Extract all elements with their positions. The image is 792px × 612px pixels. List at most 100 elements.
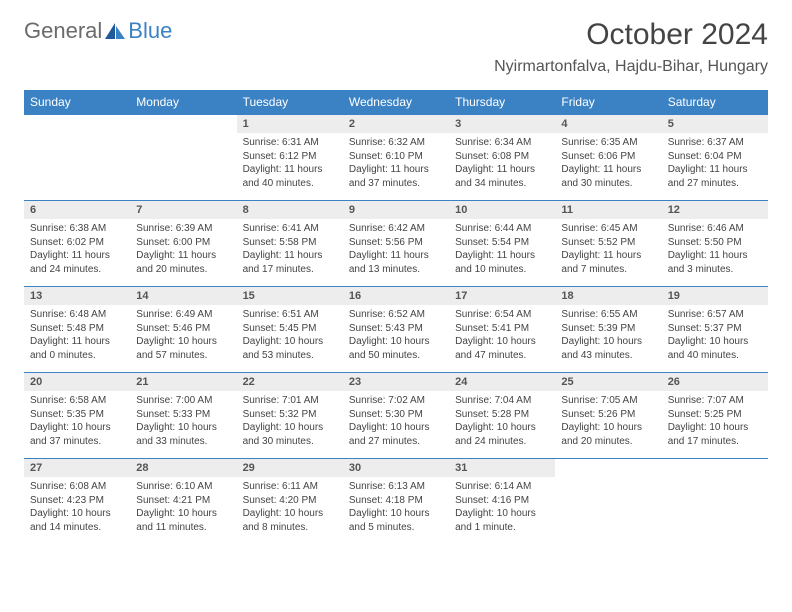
day-content-cell: Sunrise: 6:49 AMSunset: 5:46 PMDaylight:… (130, 305, 236, 373)
day-content-cell (555, 477, 661, 544)
sunrise-text: Sunrise: 6:49 AM (136, 308, 230, 322)
day-number-cell: 24 (449, 373, 555, 392)
sunrise-text: Sunrise: 6:44 AM (455, 222, 549, 236)
day-number-cell: 31 (449, 459, 555, 478)
day-number-cell: 28 (130, 459, 236, 478)
header: General Blue October 2024 Nyirmartonfalv… (24, 18, 768, 76)
sunset-text: Sunset: 4:18 PM (349, 494, 443, 508)
day-content-cell: Sunrise: 6:57 AMSunset: 5:37 PMDaylight:… (662, 305, 768, 373)
day-header: Saturday (662, 90, 768, 115)
day-content-cell: Sunrise: 6:42 AMSunset: 5:56 PMDaylight:… (343, 219, 449, 287)
day-content-cell: Sunrise: 6:41 AMSunset: 5:58 PMDaylight:… (237, 219, 343, 287)
daylight-text: Daylight: 11 hours and 17 minutes. (243, 249, 337, 276)
day-content-row: Sunrise: 6:58 AMSunset: 5:35 PMDaylight:… (24, 391, 768, 459)
day-number-cell: 1 (237, 115, 343, 134)
daylight-text: Daylight: 11 hours and 20 minutes. (136, 249, 230, 276)
sunrise-text: Sunrise: 6:39 AM (136, 222, 230, 236)
day-content-cell: Sunrise: 6:44 AMSunset: 5:54 PMDaylight:… (449, 219, 555, 287)
daylight-text: Daylight: 10 hours and 37 minutes. (30, 421, 124, 448)
sunrise-text: Sunrise: 7:05 AM (561, 394, 655, 408)
day-content-cell: Sunrise: 6:48 AMSunset: 5:48 PMDaylight:… (24, 305, 130, 373)
day-number-cell: 14 (130, 287, 236, 306)
day-number-cell: 26 (662, 373, 768, 392)
sunrise-text: Sunrise: 6:52 AM (349, 308, 443, 322)
sunrise-text: Sunrise: 6:54 AM (455, 308, 549, 322)
day-header: Friday (555, 90, 661, 115)
location-text: Nyirmartonfalva, Hajdu-Bihar, Hungary (494, 58, 768, 76)
day-content-cell: Sunrise: 6:14 AMSunset: 4:16 PMDaylight:… (449, 477, 555, 544)
day-content-cell: Sunrise: 6:13 AMSunset: 4:18 PMDaylight:… (343, 477, 449, 544)
day-number-cell: 29 (237, 459, 343, 478)
sunrise-text: Sunrise: 6:51 AM (243, 308, 337, 322)
sunrise-text: Sunrise: 6:14 AM (455, 480, 549, 494)
day-number-cell: 25 (555, 373, 661, 392)
sunset-text: Sunset: 5:50 PM (668, 236, 762, 250)
day-number-row: 13141516171819 (24, 287, 768, 306)
day-content-cell: Sunrise: 6:11 AMSunset: 4:20 PMDaylight:… (237, 477, 343, 544)
day-number-cell: 5 (662, 115, 768, 134)
sunrise-text: Sunrise: 7:01 AM (243, 394, 337, 408)
daylight-text: Daylight: 10 hours and 1 minute. (455, 507, 549, 534)
day-content-cell: Sunrise: 6:10 AMSunset: 4:21 PMDaylight:… (130, 477, 236, 544)
day-number-cell: 6 (24, 201, 130, 220)
sunrise-text: Sunrise: 7:02 AM (349, 394, 443, 408)
day-number-cell (555, 459, 661, 478)
sunset-text: Sunset: 6:10 PM (349, 150, 443, 164)
day-content-cell: Sunrise: 6:45 AMSunset: 5:52 PMDaylight:… (555, 219, 661, 287)
day-content-cell: Sunrise: 6:46 AMSunset: 5:50 PMDaylight:… (662, 219, 768, 287)
sunrise-text: Sunrise: 6:42 AM (349, 222, 443, 236)
day-content-cell: Sunrise: 6:34 AMSunset: 6:08 PMDaylight:… (449, 133, 555, 201)
day-content-cell: Sunrise: 6:38 AMSunset: 6:02 PMDaylight:… (24, 219, 130, 287)
sunset-text: Sunset: 5:43 PM (349, 322, 443, 336)
daylight-text: Daylight: 10 hours and 17 minutes. (668, 421, 762, 448)
day-content-cell: Sunrise: 6:58 AMSunset: 5:35 PMDaylight:… (24, 391, 130, 459)
sunrise-text: Sunrise: 6:31 AM (243, 136, 337, 150)
sunrise-text: Sunrise: 6:55 AM (561, 308, 655, 322)
day-number-cell: 2 (343, 115, 449, 134)
sunrise-text: Sunrise: 7:07 AM (668, 394, 762, 408)
daylight-text: Daylight: 10 hours and 43 minutes. (561, 335, 655, 362)
day-header: Sunday (24, 90, 130, 115)
logo: General Blue (24, 18, 172, 44)
day-content-cell: Sunrise: 7:04 AMSunset: 5:28 PMDaylight:… (449, 391, 555, 459)
sunrise-text: Sunrise: 6:11 AM (243, 480, 337, 494)
day-content-row: Sunrise: 6:48 AMSunset: 5:48 PMDaylight:… (24, 305, 768, 373)
day-number-cell: 17 (449, 287, 555, 306)
sunset-text: Sunset: 5:48 PM (30, 322, 124, 336)
sunset-text: Sunset: 5:46 PM (136, 322, 230, 336)
day-content-cell: Sunrise: 6:08 AMSunset: 4:23 PMDaylight:… (24, 477, 130, 544)
day-number-cell (662, 459, 768, 478)
day-number-cell: 21 (130, 373, 236, 392)
sunrise-text: Sunrise: 6:13 AM (349, 480, 443, 494)
sunset-text: Sunset: 5:56 PM (349, 236, 443, 250)
sunrise-text: Sunrise: 6:37 AM (668, 136, 762, 150)
day-number-row: 20212223242526 (24, 373, 768, 392)
day-number-cell: 18 (555, 287, 661, 306)
daylight-text: Daylight: 11 hours and 24 minutes. (30, 249, 124, 276)
day-number-cell: 13 (24, 287, 130, 306)
day-number-row: 2728293031 (24, 459, 768, 478)
day-number-cell: 15 (237, 287, 343, 306)
sunset-text: Sunset: 6:04 PM (668, 150, 762, 164)
sunset-text: Sunset: 5:39 PM (561, 322, 655, 336)
daylight-text: Daylight: 11 hours and 7 minutes. (561, 249, 655, 276)
sunset-text: Sunset: 5:25 PM (668, 408, 762, 422)
day-content-row: Sunrise: 6:08 AMSunset: 4:23 PMDaylight:… (24, 477, 768, 544)
day-content-row: Sunrise: 6:31 AMSunset: 6:12 PMDaylight:… (24, 133, 768, 201)
sunrise-text: Sunrise: 6:35 AM (561, 136, 655, 150)
day-number-cell: 3 (449, 115, 555, 134)
sunset-text: Sunset: 5:33 PM (136, 408, 230, 422)
daylight-text: Daylight: 10 hours and 53 minutes. (243, 335, 337, 362)
daylight-text: Daylight: 10 hours and 33 minutes. (136, 421, 230, 448)
sunset-text: Sunset: 4:23 PM (30, 494, 124, 508)
daylight-text: Daylight: 10 hours and 24 minutes. (455, 421, 549, 448)
day-number-cell: 22 (237, 373, 343, 392)
day-number-cell: 4 (555, 115, 661, 134)
day-number-cell: 16 (343, 287, 449, 306)
day-number-cell: 20 (24, 373, 130, 392)
day-content-row: Sunrise: 6:38 AMSunset: 6:02 PMDaylight:… (24, 219, 768, 287)
daylight-text: Daylight: 10 hours and 5 minutes. (349, 507, 443, 534)
daylight-text: Daylight: 11 hours and 13 minutes. (349, 249, 443, 276)
logo-text-blue: Blue (128, 18, 172, 44)
daylight-text: Daylight: 11 hours and 27 minutes. (668, 163, 762, 190)
